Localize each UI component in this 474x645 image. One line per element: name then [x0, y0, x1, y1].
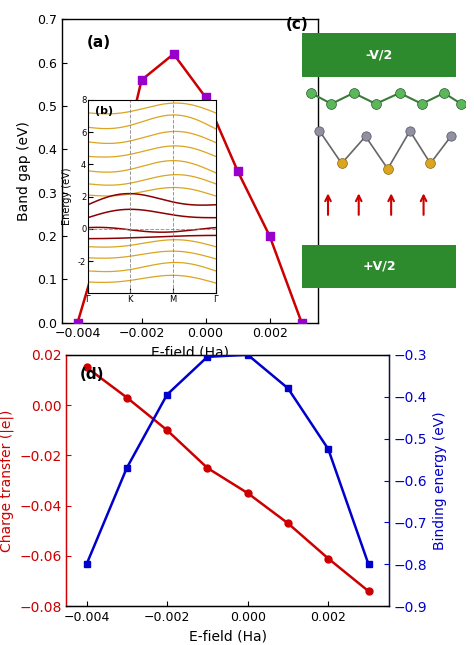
Point [396, 88, 403, 98]
Point [350, 88, 357, 98]
Y-axis label: Energy (eV): Energy (eV) [63, 168, 73, 226]
Point [427, 158, 434, 168]
Text: (b): (b) [95, 106, 113, 116]
Y-axis label: Charge transfer (|e|): Charge transfer (|e|) [0, 410, 14, 551]
Point [362, 131, 369, 141]
Point [170, 49, 177, 59]
Text: -V/2: -V/2 [365, 48, 393, 61]
Point [418, 99, 426, 109]
Point [234, 166, 241, 176]
Point [106, 209, 113, 219]
Point [384, 164, 392, 174]
Point [328, 99, 335, 109]
Point [406, 126, 414, 136]
Point [372, 99, 380, 109]
Text: (d): (d) [79, 368, 104, 382]
Point [266, 231, 273, 241]
Point [138, 75, 146, 85]
Point [202, 92, 210, 103]
FancyBboxPatch shape [302, 34, 456, 77]
Point [307, 88, 315, 98]
Point [298, 317, 305, 328]
X-axis label: E-field (Ha): E-field (Ha) [151, 346, 228, 360]
Point [316, 126, 323, 136]
Point [457, 99, 465, 109]
X-axis label: E-field (Ha): E-field (Ha) [189, 630, 266, 644]
Point [440, 88, 448, 98]
Point [338, 158, 346, 168]
Point [447, 131, 455, 141]
Point [74, 317, 82, 328]
FancyBboxPatch shape [302, 244, 456, 288]
Text: +V/2: +V/2 [363, 260, 396, 273]
Y-axis label: Band gap (eV): Band gap (eV) [17, 121, 31, 221]
Y-axis label: Binding energy (eV): Binding energy (eV) [433, 412, 447, 550]
Text: (c): (c) [285, 17, 308, 32]
Text: (a): (a) [87, 35, 111, 50]
